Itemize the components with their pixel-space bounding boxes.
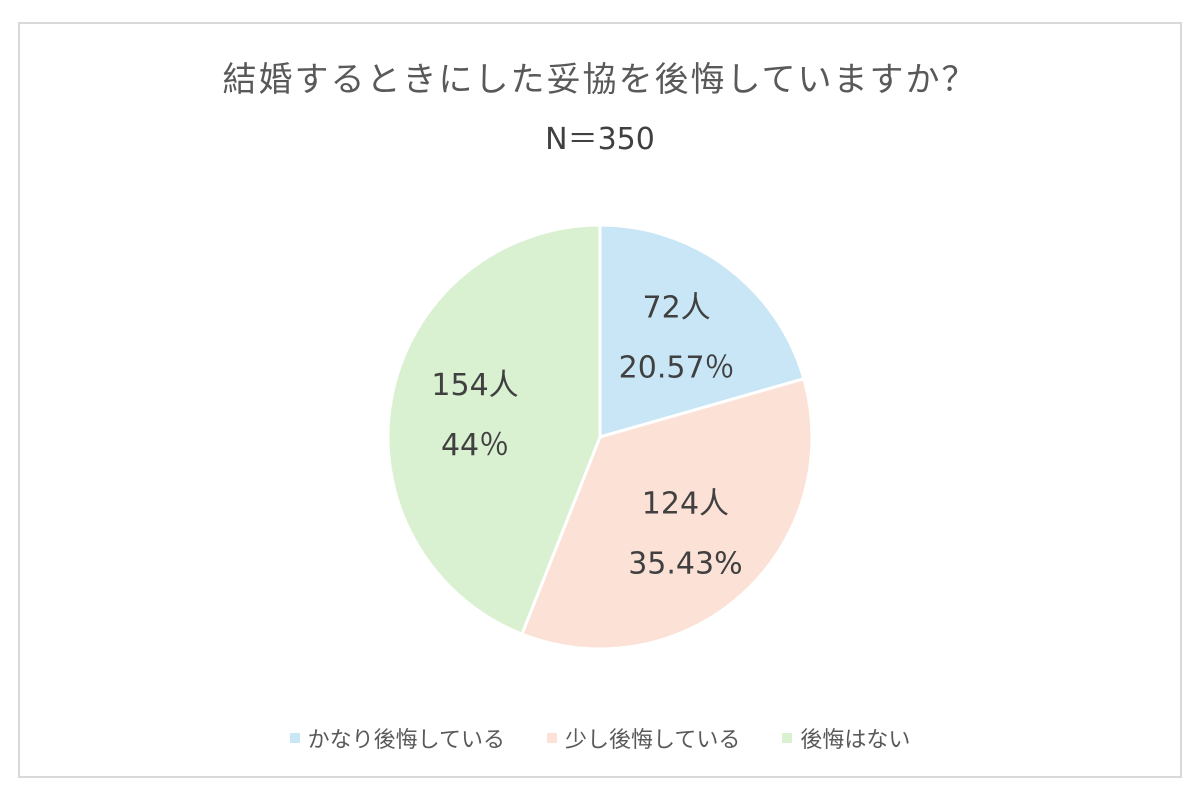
- chart-title: 結婚するときにした妥協を後悔していますか？: [222, 60, 978, 100]
- legend-item-very-regret: かなり後悔している: [289, 722, 505, 754]
- chart-subtitle: N＝350: [545, 122, 655, 157]
- slice-count-label: 124人: [642, 486, 729, 521]
- slice-very-regret: [598, 223, 806, 439]
- slice-percent-label: 35.43%: [628, 546, 742, 581]
- slice-percent-label: 20.57％: [619, 350, 735, 385]
- legend: かなり後悔している 少し後悔している 後悔はない: [0, 722, 1200, 754]
- legend-item-no-regret: 後悔はない: [782, 722, 910, 754]
- slice-no-regret: [386, 223, 602, 637]
- legend-swatch: [546, 733, 557, 743]
- slice-count-label: 154人: [431, 368, 518, 403]
- legend-swatch: [782, 733, 793, 743]
- legend-label: かなり後悔している: [307, 728, 505, 753]
- legend-label: 後悔はない: [800, 728, 911, 753]
- legend-label: 少し後悔している: [564, 728, 741, 753]
- slice-slight-regret: [520, 376, 814, 651]
- legend-item-slight-regret: 少し後悔している: [546, 722, 741, 754]
- slice-count-label: 72人: [643, 290, 711, 325]
- legend-swatch: [289, 733, 300, 743]
- slice-percent-label: 44％: [441, 428, 509, 463]
